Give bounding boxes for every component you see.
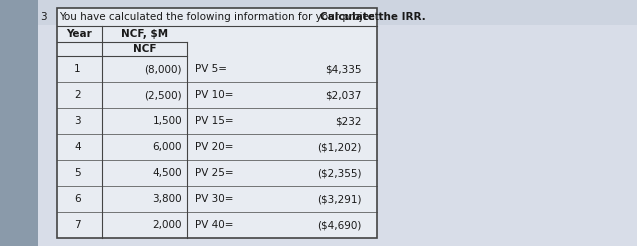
Text: PV 20=: PV 20= bbox=[195, 142, 234, 152]
Bar bbox=[57, 8, 377, 238]
Text: PV 25=: PV 25= bbox=[195, 168, 234, 178]
Text: 1: 1 bbox=[74, 64, 81, 74]
Text: ($4,690): ($4,690) bbox=[318, 220, 362, 230]
Text: 7: 7 bbox=[74, 220, 81, 230]
Text: (8,000): (8,000) bbox=[145, 64, 182, 74]
Text: 4,500: 4,500 bbox=[152, 168, 182, 178]
Text: PV 15=: PV 15= bbox=[195, 116, 234, 126]
Bar bbox=[38, 0, 637, 25]
Text: 3: 3 bbox=[40, 12, 47, 22]
Text: $4,335: $4,335 bbox=[326, 64, 362, 74]
Bar bbox=[0, 0, 38, 246]
Text: 1,500: 1,500 bbox=[152, 116, 182, 126]
Text: ($1,202): ($1,202) bbox=[318, 142, 362, 152]
Text: 6,000: 6,000 bbox=[152, 142, 182, 152]
Text: 5: 5 bbox=[74, 168, 81, 178]
Text: ($2,355): ($2,355) bbox=[317, 168, 362, 178]
Text: 2,000: 2,000 bbox=[152, 220, 182, 230]
Text: ($3,291): ($3,291) bbox=[317, 194, 362, 204]
Text: PV 40=: PV 40= bbox=[195, 220, 234, 230]
Text: $232: $232 bbox=[336, 116, 362, 126]
Text: You have calculated the folowing information for your project.: You have calculated the folowing informa… bbox=[59, 12, 385, 22]
Text: (2,500): (2,500) bbox=[145, 90, 182, 100]
Text: NCF, $M: NCF, $M bbox=[121, 29, 168, 39]
Text: Calculate the IRR.: Calculate the IRR. bbox=[320, 12, 426, 22]
Text: PV 5=: PV 5= bbox=[195, 64, 227, 74]
Text: 4: 4 bbox=[74, 142, 81, 152]
Text: PV 30=: PV 30= bbox=[195, 194, 234, 204]
Text: 3: 3 bbox=[74, 116, 81, 126]
Text: PV 10=: PV 10= bbox=[195, 90, 234, 100]
Text: 2: 2 bbox=[74, 90, 81, 100]
Text: 3,800: 3,800 bbox=[152, 194, 182, 204]
Text: Year: Year bbox=[67, 29, 92, 39]
Text: NCF: NCF bbox=[132, 44, 156, 54]
Text: $2,037: $2,037 bbox=[326, 90, 362, 100]
Text: 6: 6 bbox=[74, 194, 81, 204]
